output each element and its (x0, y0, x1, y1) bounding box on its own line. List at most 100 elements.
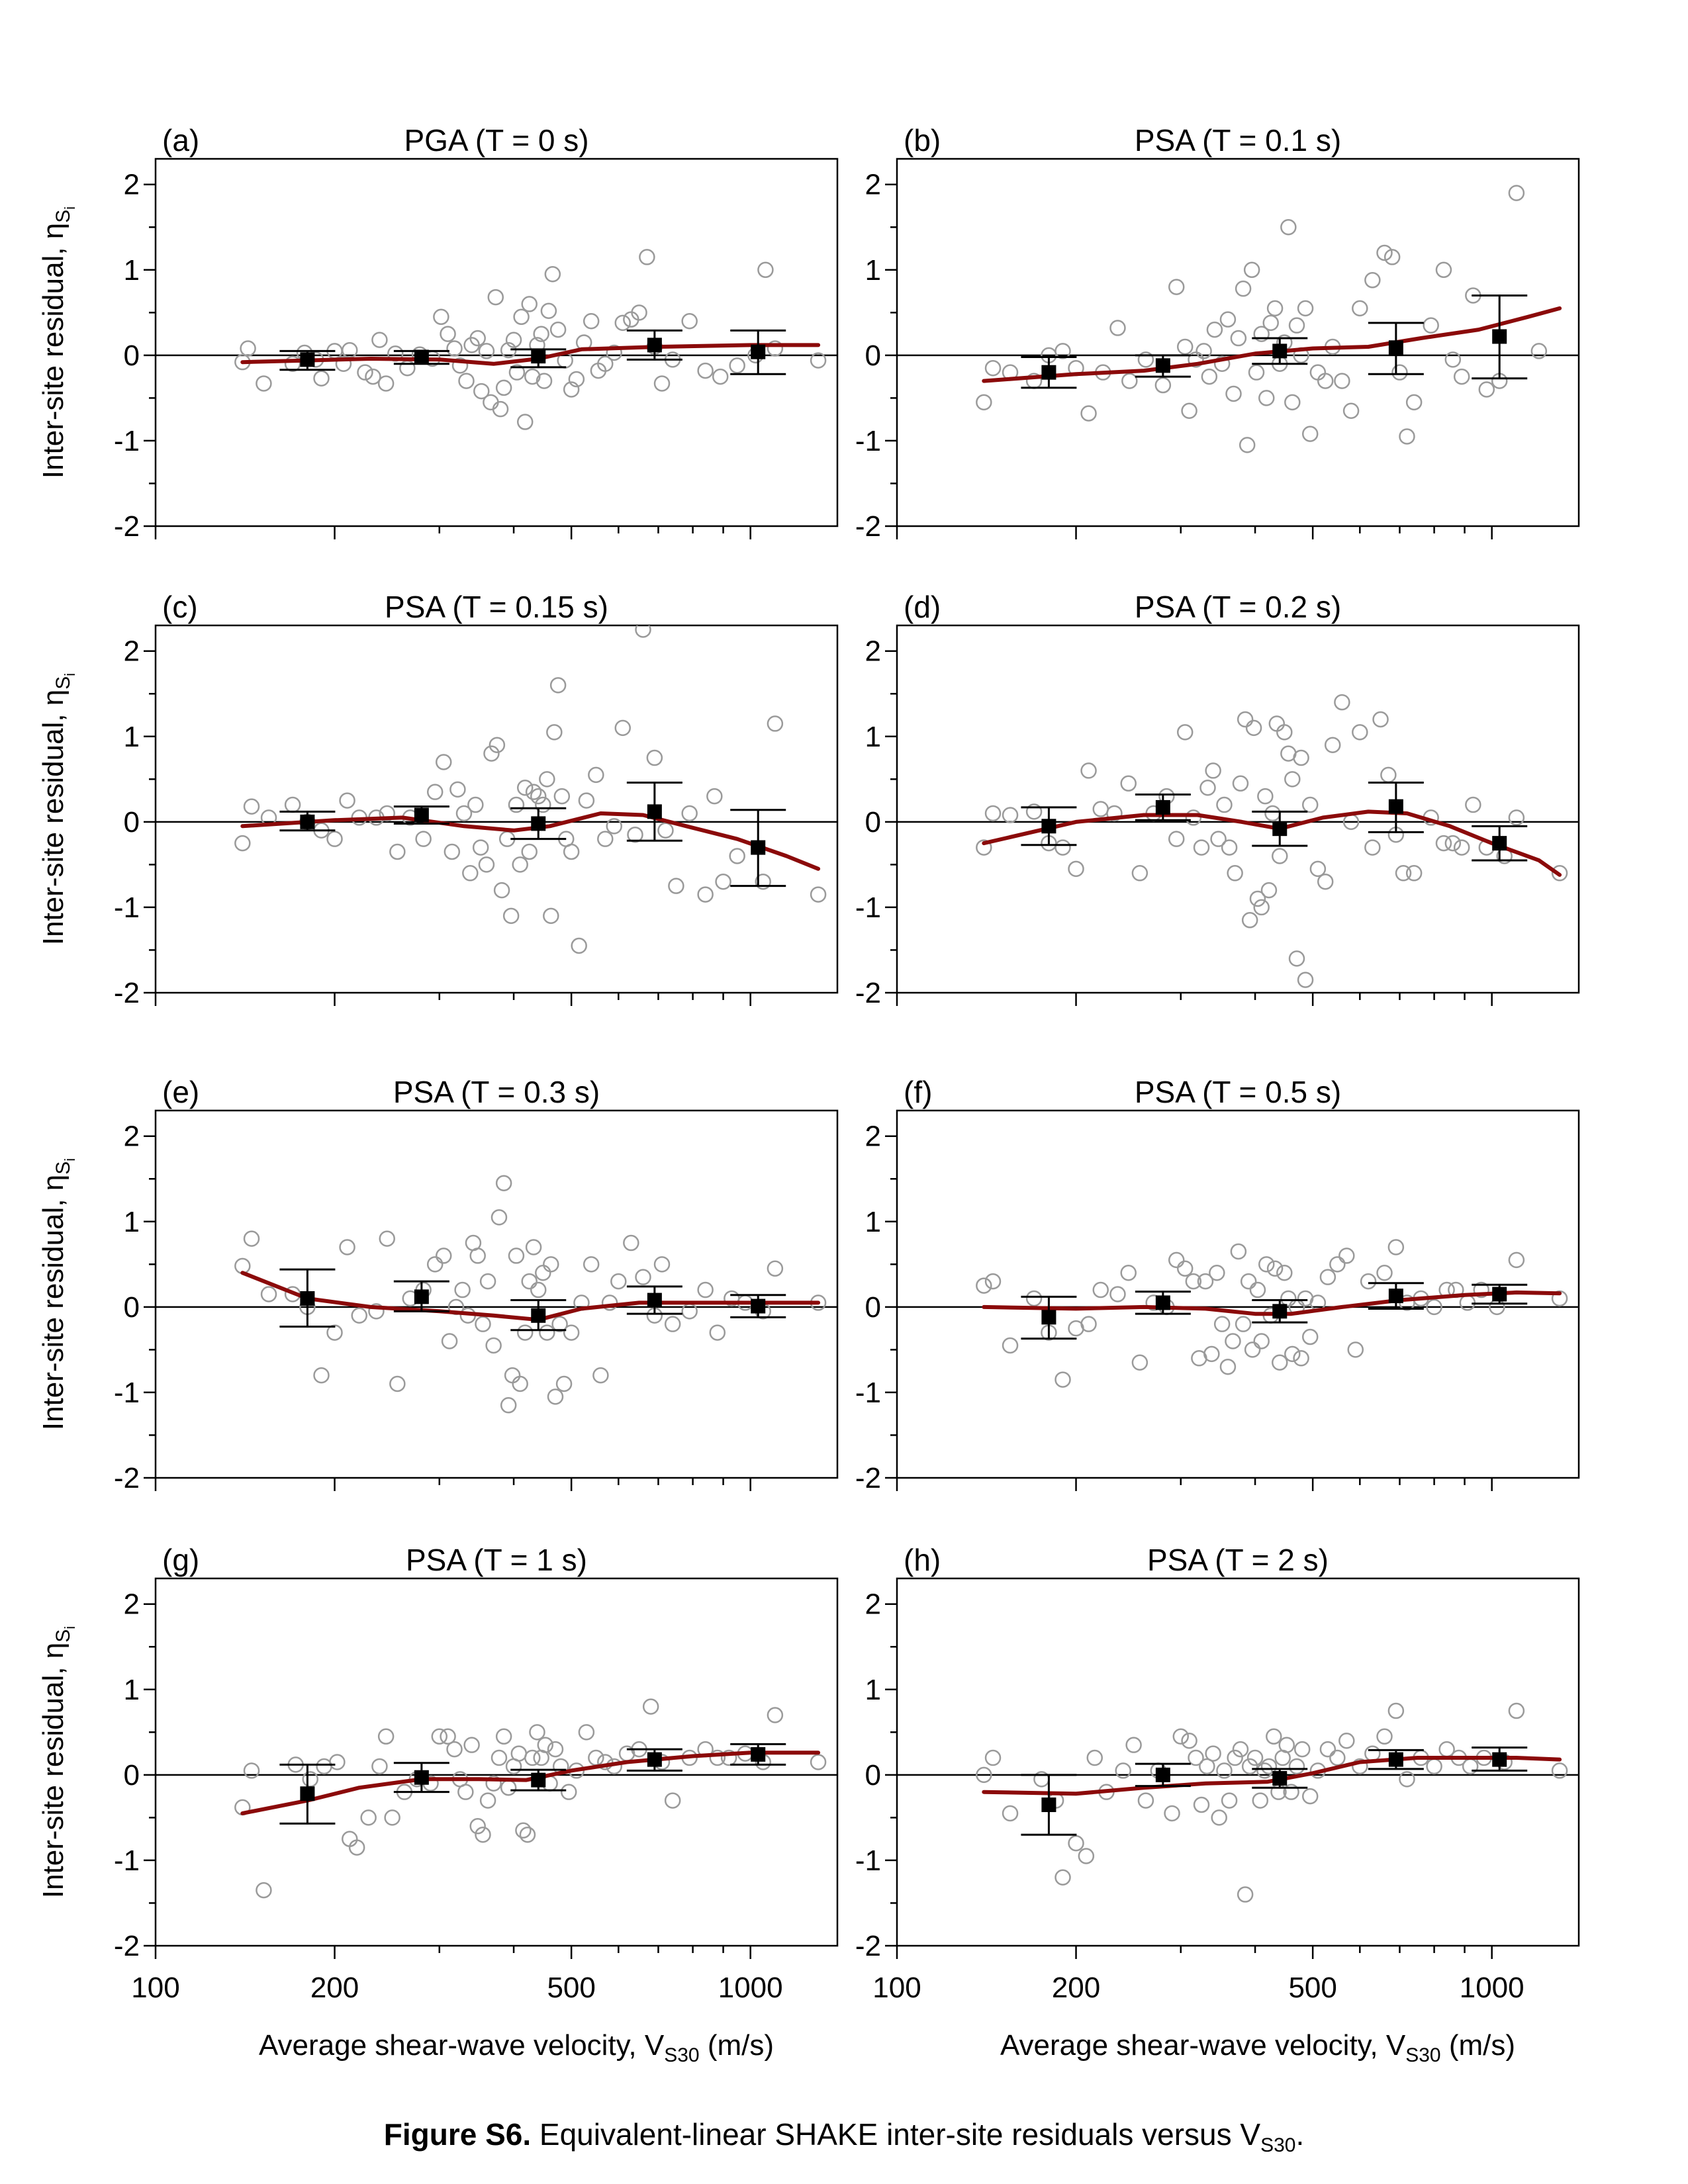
data-point (1235, 280, 1252, 297)
data-point (1376, 1264, 1393, 1281)
panel-title: PGA (T = 0 s) (404, 123, 588, 158)
data-point (483, 745, 500, 762)
y-tick-label: -1 (855, 891, 881, 924)
bin-marker (1492, 1287, 1507, 1302)
data-point (568, 371, 585, 388)
data-point (440, 1728, 456, 1745)
data-point (1219, 1358, 1237, 1375)
data-point (729, 357, 745, 374)
data-point (639, 249, 655, 265)
data-point (563, 381, 580, 398)
bin-mean (626, 781, 682, 842)
bin-marker (300, 1786, 315, 1801)
data-point (1216, 1762, 1233, 1779)
panel-a: -2 -1 0 1 2 Inter-site residual, ηSi (a) PGA (T… (37, 123, 839, 543)
trend-line (982, 809, 1562, 877)
y-tick-label: 2 (865, 635, 881, 668)
data-point (1205, 762, 1221, 779)
data-point (495, 379, 512, 396)
data-point (1435, 835, 1452, 852)
data-point (712, 368, 729, 385)
data-point (441, 1333, 458, 1349)
data-point (767, 1707, 784, 1723)
data-point (435, 1248, 452, 1264)
data-point (462, 865, 479, 882)
bin-mean (626, 1748, 682, 1772)
bin-marker (1388, 799, 1403, 814)
data-point (1551, 1762, 1568, 1779)
panel-label: (d) (904, 590, 941, 624)
x-tick-label: 1000 (718, 1972, 783, 2004)
bin-marker (300, 352, 315, 367)
data-point (1264, 805, 1281, 822)
data-point (571, 937, 587, 954)
y-tick-label: -2 (855, 977, 881, 1009)
panel-title: PSA (T = 0.15 s) (385, 590, 608, 624)
bin-mean (1368, 1749, 1424, 1770)
data-point (530, 788, 547, 805)
data-point (1245, 719, 1262, 737)
data-point (368, 1303, 385, 1320)
bin-mean (1472, 825, 1528, 862)
plot-frame (896, 624, 1580, 994)
data-point (1002, 807, 1019, 823)
data-point (1309, 364, 1327, 381)
data-point (1137, 351, 1154, 368)
data-point (1125, 1737, 1142, 1753)
data-point (1338, 1248, 1355, 1264)
data-point (1176, 724, 1194, 741)
data-point (1376, 1728, 1393, 1745)
data-point (493, 882, 510, 899)
trend-line (240, 811, 821, 871)
data-point (455, 805, 473, 822)
bin-marker (1155, 799, 1170, 815)
data-point (551, 1316, 568, 1332)
data-point (435, 754, 452, 770)
data-point (984, 359, 1002, 377)
y-tick-label: -1 (855, 425, 881, 457)
data-point (810, 1754, 827, 1770)
data-point (1193, 1796, 1210, 1813)
data-point (1508, 185, 1525, 201)
data-point (1235, 1316, 1252, 1332)
y-tick-label: 1 (865, 721, 881, 753)
data-point (1364, 839, 1381, 856)
data-point (1068, 1835, 1084, 1852)
data-point (1258, 1256, 1275, 1273)
data-point (1364, 1745, 1381, 1762)
data-point (1372, 711, 1389, 728)
data-point (1334, 373, 1350, 389)
data-point (500, 1397, 517, 1414)
bin-marker (1041, 365, 1056, 380)
data-point (984, 1273, 1002, 1290)
data-point (1266, 1260, 1284, 1277)
bin-mean (730, 1294, 786, 1318)
data-point (1232, 1741, 1249, 1758)
y-tick-label: -2 (114, 510, 140, 543)
data-point (1551, 865, 1568, 882)
data-point (1211, 1809, 1227, 1826)
data-point (446, 340, 463, 357)
data-point (976, 394, 992, 411)
data-point (1266, 300, 1284, 317)
data-point (709, 1324, 726, 1341)
y-tick-label: 0 (865, 1759, 881, 1792)
data-point (1297, 972, 1314, 988)
data-point (451, 357, 469, 374)
panel-label: (f) (904, 1075, 932, 1109)
y-tick-label: -2 (855, 1462, 881, 1494)
data-point (1268, 715, 1286, 732)
data-point (1078, 1848, 1095, 1864)
data-point (549, 677, 567, 694)
data-point (1216, 796, 1233, 813)
data-point (313, 370, 330, 387)
data-point (478, 343, 495, 359)
data-point (505, 332, 522, 348)
data-point (491, 1209, 508, 1226)
y-tick-label: -2 (114, 977, 140, 1009)
data-point (657, 822, 674, 839)
data-point (767, 715, 784, 732)
data-point (1334, 694, 1350, 711)
data-point (1092, 1281, 1109, 1298)
data-point (1253, 326, 1270, 342)
